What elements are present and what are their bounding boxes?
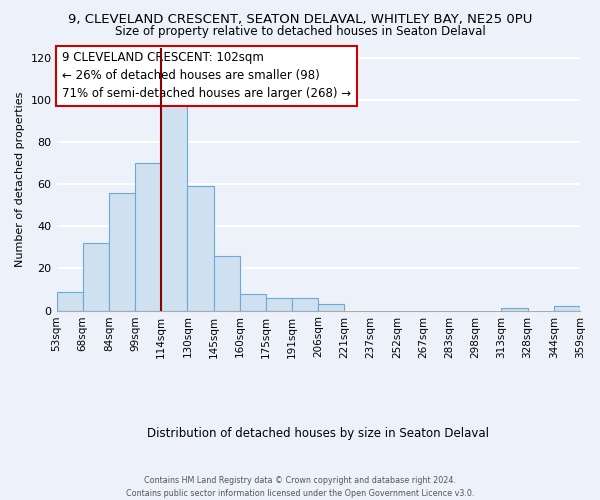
Bar xyxy=(502,308,527,310)
X-axis label: Distribution of detached houses by size in Seaton Delaval: Distribution of detached houses by size … xyxy=(147,427,489,440)
Text: 9, CLEVELAND CRESCENT, SEATON DELAVAL, WHITLEY BAY, NE25 0PU: 9, CLEVELAND CRESCENT, SEATON DELAVAL, W… xyxy=(68,12,532,26)
Bar xyxy=(266,298,292,310)
Text: Size of property relative to detached houses in Seaton Delaval: Size of property relative to detached ho… xyxy=(115,25,485,38)
Bar xyxy=(56,292,83,310)
Y-axis label: Number of detached properties: Number of detached properties xyxy=(15,92,25,266)
Bar xyxy=(240,294,266,310)
Bar xyxy=(109,192,135,310)
Text: 9 CLEVELAND CRESCENT: 102sqm
← 26% of detached houses are smaller (98)
71% of se: 9 CLEVELAND CRESCENT: 102sqm ← 26% of de… xyxy=(62,52,351,100)
Bar xyxy=(214,256,240,310)
Bar xyxy=(554,306,580,310)
Bar xyxy=(161,98,187,310)
Bar xyxy=(187,186,214,310)
Bar xyxy=(292,298,318,310)
Bar xyxy=(318,304,344,310)
Bar xyxy=(135,164,161,310)
Text: Contains HM Land Registry data © Crown copyright and database right 2024.
Contai: Contains HM Land Registry data © Crown c… xyxy=(126,476,474,498)
Bar xyxy=(83,243,109,310)
